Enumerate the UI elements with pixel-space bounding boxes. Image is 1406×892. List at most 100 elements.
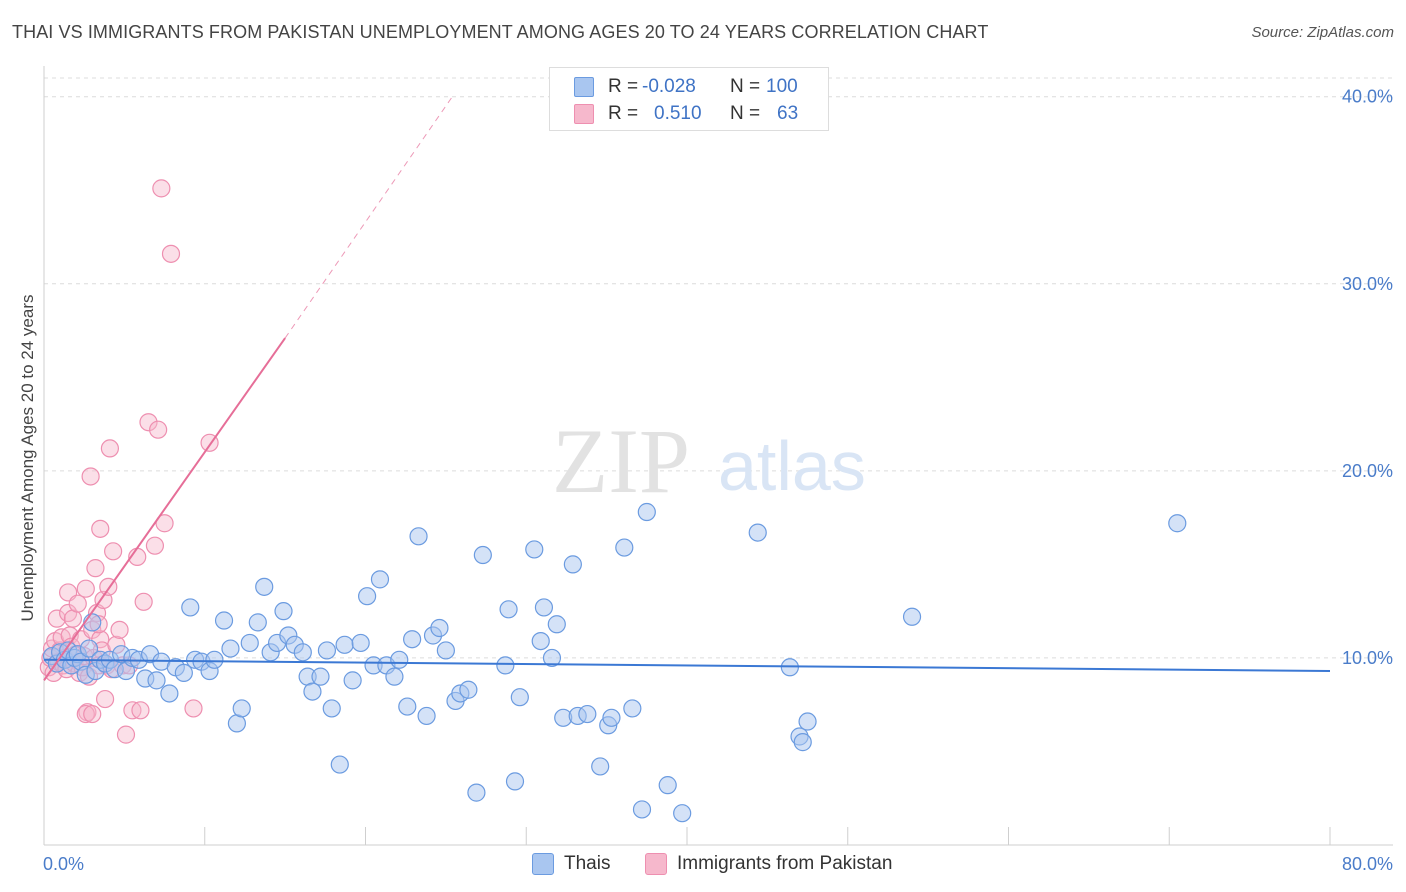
pak-legend-swatch bbox=[645, 853, 667, 875]
pakistan-point bbox=[59, 603, 78, 623]
thai-point bbox=[547, 615, 566, 634]
tick-labels: 10.0% 20.0% 30.0% 40.0% 0.0% 80.0% bbox=[43, 87, 1393, 874]
thai-point bbox=[330, 755, 349, 774]
thai-point bbox=[459, 680, 478, 699]
thai-point bbox=[83, 613, 102, 632]
y-tick-label: 30.0% bbox=[1342, 274, 1393, 294]
pakistan-point bbox=[149, 420, 168, 439]
legend-n-label: N = bbox=[730, 76, 761, 97]
thai-point bbox=[351, 633, 370, 653]
chart-title: THAI VS IMMIGRANTS FROM PAKISTAN UNEMPLO… bbox=[12, 22, 989, 42]
thai-point bbox=[591, 757, 610, 776]
pakistan-point bbox=[104, 542, 123, 561]
thai-point bbox=[293, 643, 312, 662]
thai-point bbox=[798, 712, 817, 731]
legend-n-value: 100 bbox=[766, 76, 798, 97]
thai-point bbox=[205, 650, 224, 669]
thai-point bbox=[748, 523, 767, 542]
thai-point bbox=[317, 641, 337, 660]
thai-point bbox=[563, 555, 582, 574]
thai-point bbox=[793, 733, 812, 752]
thai-point bbox=[658, 776, 677, 795]
thai-point bbox=[240, 633, 259, 653]
y-tick-label: 20.0% bbox=[1342, 461, 1393, 481]
pakistan-point bbox=[152, 179, 171, 198]
pak-legend-label: Immigrants from Pakistan bbox=[677, 853, 893, 874]
pakistan-point bbox=[110, 620, 129, 639]
thai-point bbox=[637, 502, 656, 522]
thai-point bbox=[274, 602, 293, 621]
pakistan-point bbox=[184, 699, 203, 718]
thai-point bbox=[510, 688, 529, 707]
thai-point bbox=[902, 607, 922, 626]
thai-point bbox=[358, 587, 377, 606]
trend-lines bbox=[43, 96, 1331, 681]
thai-points bbox=[42, 502, 1187, 823]
thai-trend-line bbox=[43, 658, 1331, 673]
thai-point bbox=[623, 699, 642, 718]
correlation-legend: R = -0.028 N = 100 R = 0.510 N = 63 bbox=[549, 67, 829, 131]
thai-point bbox=[430, 618, 449, 638]
thai-point bbox=[214, 611, 234, 630]
pakistan-point bbox=[81, 467, 100, 486]
thai-point bbox=[147, 671, 166, 690]
legend-r-label: R = bbox=[608, 103, 639, 124]
thai-point bbox=[255, 577, 274, 596]
thai-point bbox=[602, 708, 621, 727]
y-tick-label: 40.0% bbox=[1342, 87, 1393, 107]
pakistan-point bbox=[95, 689, 115, 709]
pakistan-point bbox=[131, 701, 150, 720]
pakistan-trend-extension bbox=[284, 96, 453, 339]
thai-point bbox=[467, 783, 486, 802]
thai-point bbox=[160, 684, 179, 703]
thai-point bbox=[409, 527, 428, 546]
pakistan-point bbox=[76, 579, 95, 598]
watermark-atlas: atlas bbox=[718, 427, 866, 505]
pakistan-trend-line bbox=[43, 337, 286, 681]
thai-point bbox=[232, 699, 251, 718]
thai-point bbox=[473, 545, 492, 565]
pakistan-point bbox=[68, 594, 87, 613]
y-tick-label: 10.0% bbox=[1342, 648, 1393, 668]
legend-r-label: R = bbox=[608, 76, 639, 97]
pakistan-point bbox=[155, 514, 174, 533]
legend-r-value: 0.510 bbox=[654, 103, 702, 124]
thai-point bbox=[1168, 514, 1187, 533]
thai-point bbox=[174, 663, 193, 682]
pakistan-point bbox=[83, 704, 102, 724]
thai-point bbox=[615, 538, 634, 557]
pakistan-point bbox=[139, 413, 158, 432]
thai-point bbox=[311, 667, 330, 686]
thai-point bbox=[385, 667, 404, 686]
thai-point bbox=[632, 800, 652, 819]
thai-point bbox=[343, 671, 362, 690]
pakistan-point bbox=[91, 519, 110, 538]
gridlines bbox=[44, 77, 1392, 659]
thai-point bbox=[417, 706, 436, 726]
thai-point bbox=[505, 772, 525, 791]
thai-point bbox=[398, 697, 417, 716]
pakistan-point bbox=[161, 244, 181, 263]
thai-legend-label: Thais bbox=[564, 853, 611, 874]
thai-swatch bbox=[574, 77, 594, 97]
thai-point bbox=[499, 600, 518, 619]
thai-point bbox=[303, 682, 322, 701]
thai-point bbox=[403, 630, 422, 649]
source-label: Source: ZipAtlas.com bbox=[1251, 24, 1394, 41]
thai-point bbox=[436, 641, 455, 660]
thai-point bbox=[534, 598, 554, 617]
series-legend: Thais Immigrants from Pakistan bbox=[0, 851, 1406, 877]
watermark-zip: ZIP bbox=[552, 410, 690, 512]
legend-r-value: -0.028 bbox=[642, 76, 696, 97]
thai-point bbox=[221, 639, 240, 658]
thai-point bbox=[181, 598, 200, 617]
thai-point bbox=[322, 699, 341, 718]
x-tick-label-max: 80.0% bbox=[1342, 854, 1393, 874]
pakistan-point bbox=[86, 559, 105, 578]
thai-legend-swatch bbox=[532, 853, 554, 875]
thai-point bbox=[578, 704, 597, 724]
pakistan-point bbox=[134, 592, 153, 611]
pakistan-point bbox=[47, 609, 66, 628]
thai-point bbox=[525, 540, 544, 559]
thai-point bbox=[390, 650, 409, 669]
